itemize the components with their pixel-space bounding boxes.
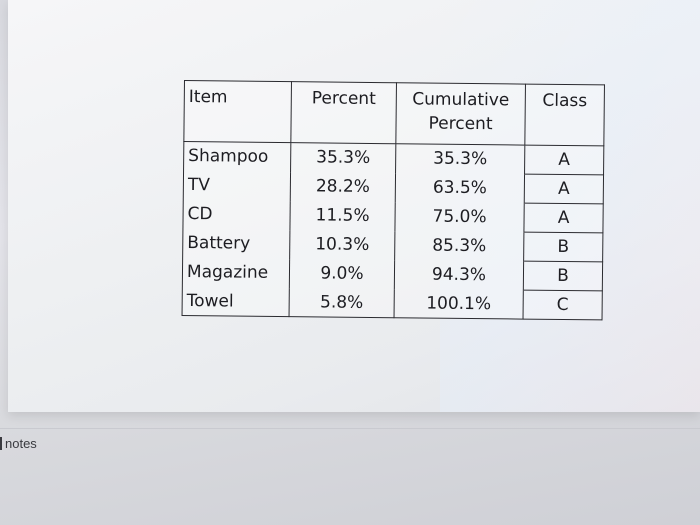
header-cumulative-percent: Cumulative Percent	[395, 82, 526, 146]
screen-glare	[440, 0, 700, 412]
cell-class: B	[523, 261, 603, 291]
cell-item: Battery	[182, 228, 290, 259]
header-percent: Percent	[290, 81, 397, 144]
cell-percent: 10.3%	[289, 229, 395, 260]
header-cumulative-line2: Percent	[428, 113, 493, 135]
cell-percent: 5.8%	[289, 287, 395, 318]
cell-cumulative: 85.3%	[394, 230, 524, 262]
cell-item: Towel	[182, 286, 290, 317]
table-row: CD 11.5% 75.0% A	[182, 199, 604, 233]
cell-percent: 11.5%	[289, 200, 396, 231]
notes-label-text: notes	[5, 436, 37, 451]
cell-percent: 9.0%	[289, 258, 395, 289]
cell-item: Magazine	[182, 257, 290, 288]
abc-classification-table: Item Percent Cumulative Percent Class Sh…	[181, 80, 605, 321]
notes-cursor-mark	[0, 437, 2, 450]
cell-class: A	[524, 174, 604, 204]
table-row: Towel 5.8% 100.1% C	[182, 286, 603, 320]
footer-divider	[0, 428, 700, 429]
cell-class: A	[524, 145, 604, 175]
table-row: Magazine 9.0% 94.3% B	[182, 257, 603, 291]
cell-class: C	[523, 290, 603, 320]
header-item: Item	[183, 80, 292, 143]
cell-cumulative: 94.3%	[394, 259, 524, 291]
table-row: Shampoo 35.3% 35.3% A	[183, 141, 604, 175]
cell-percent: 28.2%	[290, 171, 396, 202]
header-class: Class	[524, 84, 605, 146]
cell-item: CD	[182, 199, 291, 230]
cell-cumulative: 35.3%	[395, 143, 525, 175]
cell-cumulative: 100.1%	[394, 288, 524, 320]
cell-class: B	[523, 232, 603, 262]
table-header-row: Item Percent Cumulative Percent Class	[183, 80, 605, 146]
cell-cumulative: 63.5%	[395, 172, 525, 204]
notes-link[interactable]: notes	[0, 436, 37, 451]
table-row: TV 28.2% 63.5% A	[183, 170, 604, 204]
table-row: Battery 10.3% 85.3% B	[182, 228, 603, 262]
cell-class: A	[523, 203, 604, 233]
cell-item: TV	[183, 170, 291, 201]
header-cumulative-line1: Cumulative	[412, 89, 510, 111]
cell-cumulative: 75.0%	[394, 201, 525, 233]
document-page: Item Percent Cumulative Percent Class Sh…	[8, 0, 700, 412]
cell-item: Shampoo	[183, 141, 291, 172]
cell-percent: 35.3%	[290, 142, 396, 173]
